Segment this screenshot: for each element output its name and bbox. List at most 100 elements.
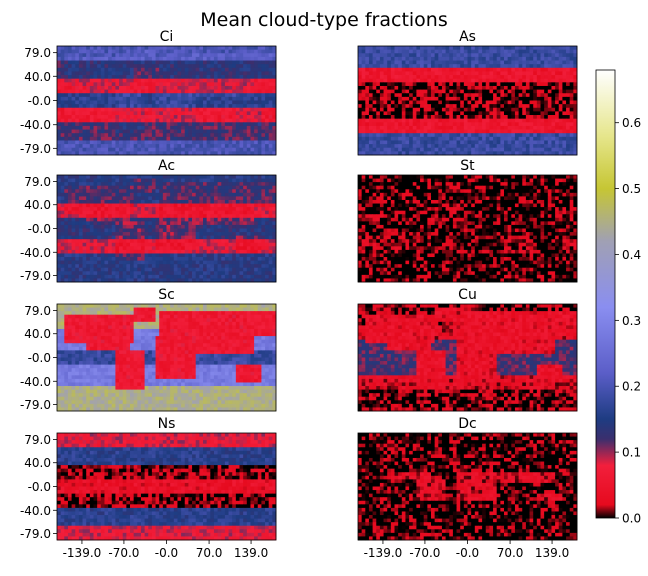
heatmap-cell (243, 228, 248, 233)
heatmap-cell (155, 60, 160, 65)
heatmap-cell (235, 85, 240, 90)
heatmap-cell (390, 129, 395, 134)
heatmap-cell (379, 107, 384, 112)
heatmap-cell (159, 185, 164, 190)
heatmap-cell (166, 129, 171, 134)
heatmap-cell (173, 249, 178, 254)
heatmap-cell (159, 217, 164, 222)
heatmap-cell (122, 210, 127, 215)
heatmap-cell (82, 133, 87, 138)
heatmap-cell (250, 221, 255, 226)
heatmap-cell (536, 71, 541, 76)
heatmap-cell (159, 82, 164, 87)
heatmap-cell (108, 192, 113, 197)
heatmap-cell (97, 140, 102, 145)
heatmap-cell (155, 217, 160, 222)
heatmap-cell (206, 178, 211, 183)
heatmap-cell (97, 221, 102, 226)
heatmap-cell (272, 144, 277, 149)
heatmap-cell (181, 207, 186, 212)
heatmap-cell (97, 203, 102, 208)
heatmap-cell (162, 82, 167, 87)
heatmap-cell (159, 53, 164, 58)
heatmap-cell (376, 129, 381, 134)
heatmap-cell (485, 64, 490, 69)
heatmap-cell (119, 46, 124, 51)
heatmap-cell (184, 122, 189, 127)
heatmap-cell (213, 235, 218, 240)
heatmap-cell (525, 82, 530, 87)
heatmap-cell (265, 93, 270, 98)
heatmap-cell (71, 46, 76, 51)
heatmap-cell (250, 133, 255, 138)
heatmap-cell (496, 82, 501, 87)
heatmap-cell (203, 246, 208, 251)
heatmap-cell (93, 246, 98, 251)
heatmap-cell (93, 207, 98, 212)
heatmap-cell (151, 210, 156, 215)
heatmap-cell (518, 89, 523, 94)
heatmap-cell (268, 129, 273, 134)
heatmap-cell (496, 151, 501, 156)
heatmap-cell (173, 96, 178, 101)
heatmap-cell (261, 75, 266, 80)
heatmap-cell (522, 89, 527, 94)
heatmap-cell (206, 239, 211, 244)
heatmap-cell (478, 82, 483, 87)
heatmap-cell (144, 235, 149, 240)
heatmap-cell (213, 232, 218, 237)
heatmap-cell (522, 100, 527, 105)
heatmap-cell (111, 82, 116, 87)
heatmap-cell (496, 85, 501, 90)
heatmap-cell (166, 100, 171, 105)
heatmap-cell (86, 89, 91, 94)
heatmap-cell (507, 56, 512, 61)
heatmap-cell (257, 232, 262, 237)
heatmap-cell (232, 67, 237, 72)
heatmap-cell (558, 56, 563, 61)
heatmap-cell (108, 100, 113, 105)
heatmap-cell (89, 151, 94, 156)
heatmap-cell (148, 221, 153, 226)
heatmap-cell (533, 118, 538, 123)
heatmap-cell (133, 93, 138, 98)
heatmap-cell (159, 111, 164, 116)
heatmap-cell (60, 249, 65, 254)
heatmap-cell (104, 242, 109, 247)
heatmap-cell (405, 118, 410, 123)
heatmap-cell (108, 60, 113, 65)
heatmap-cell (203, 115, 208, 120)
heatmap-cell (130, 107, 135, 112)
heatmap-cell (86, 210, 91, 215)
heatmap-cell (130, 189, 135, 194)
heatmap-cell (119, 71, 124, 76)
heatmap-cell (478, 85, 483, 90)
heatmap-cell (416, 107, 421, 112)
heatmap-cell (551, 71, 556, 76)
heatmap-cell (119, 96, 124, 101)
heatmap-cell (71, 53, 76, 58)
heatmap-cell (151, 100, 156, 105)
heatmap-cell (514, 151, 519, 156)
heatmap-cell (441, 107, 446, 112)
heatmap-cell (246, 104, 251, 109)
heatmap-cell (265, 210, 270, 215)
heatmap-cell (250, 100, 255, 105)
heatmap-cell (265, 67, 270, 72)
heatmap-cell (529, 125, 534, 130)
heatmap-cell (64, 235, 69, 240)
heatmap-cell (493, 89, 498, 94)
heatmap-cell (93, 147, 98, 152)
heatmap-cell (405, 56, 410, 61)
heatmap-cell (358, 96, 363, 101)
heatmap-cell (445, 144, 450, 149)
heatmap-cell (122, 151, 127, 156)
heatmap-cell (166, 96, 171, 101)
heatmap-cell (544, 104, 549, 109)
heatmap-cell (478, 78, 483, 83)
heatmap-cell (416, 147, 421, 152)
heatmap-cell (86, 221, 91, 226)
heatmap-cell (265, 75, 270, 80)
heatmap-cell (188, 82, 193, 87)
